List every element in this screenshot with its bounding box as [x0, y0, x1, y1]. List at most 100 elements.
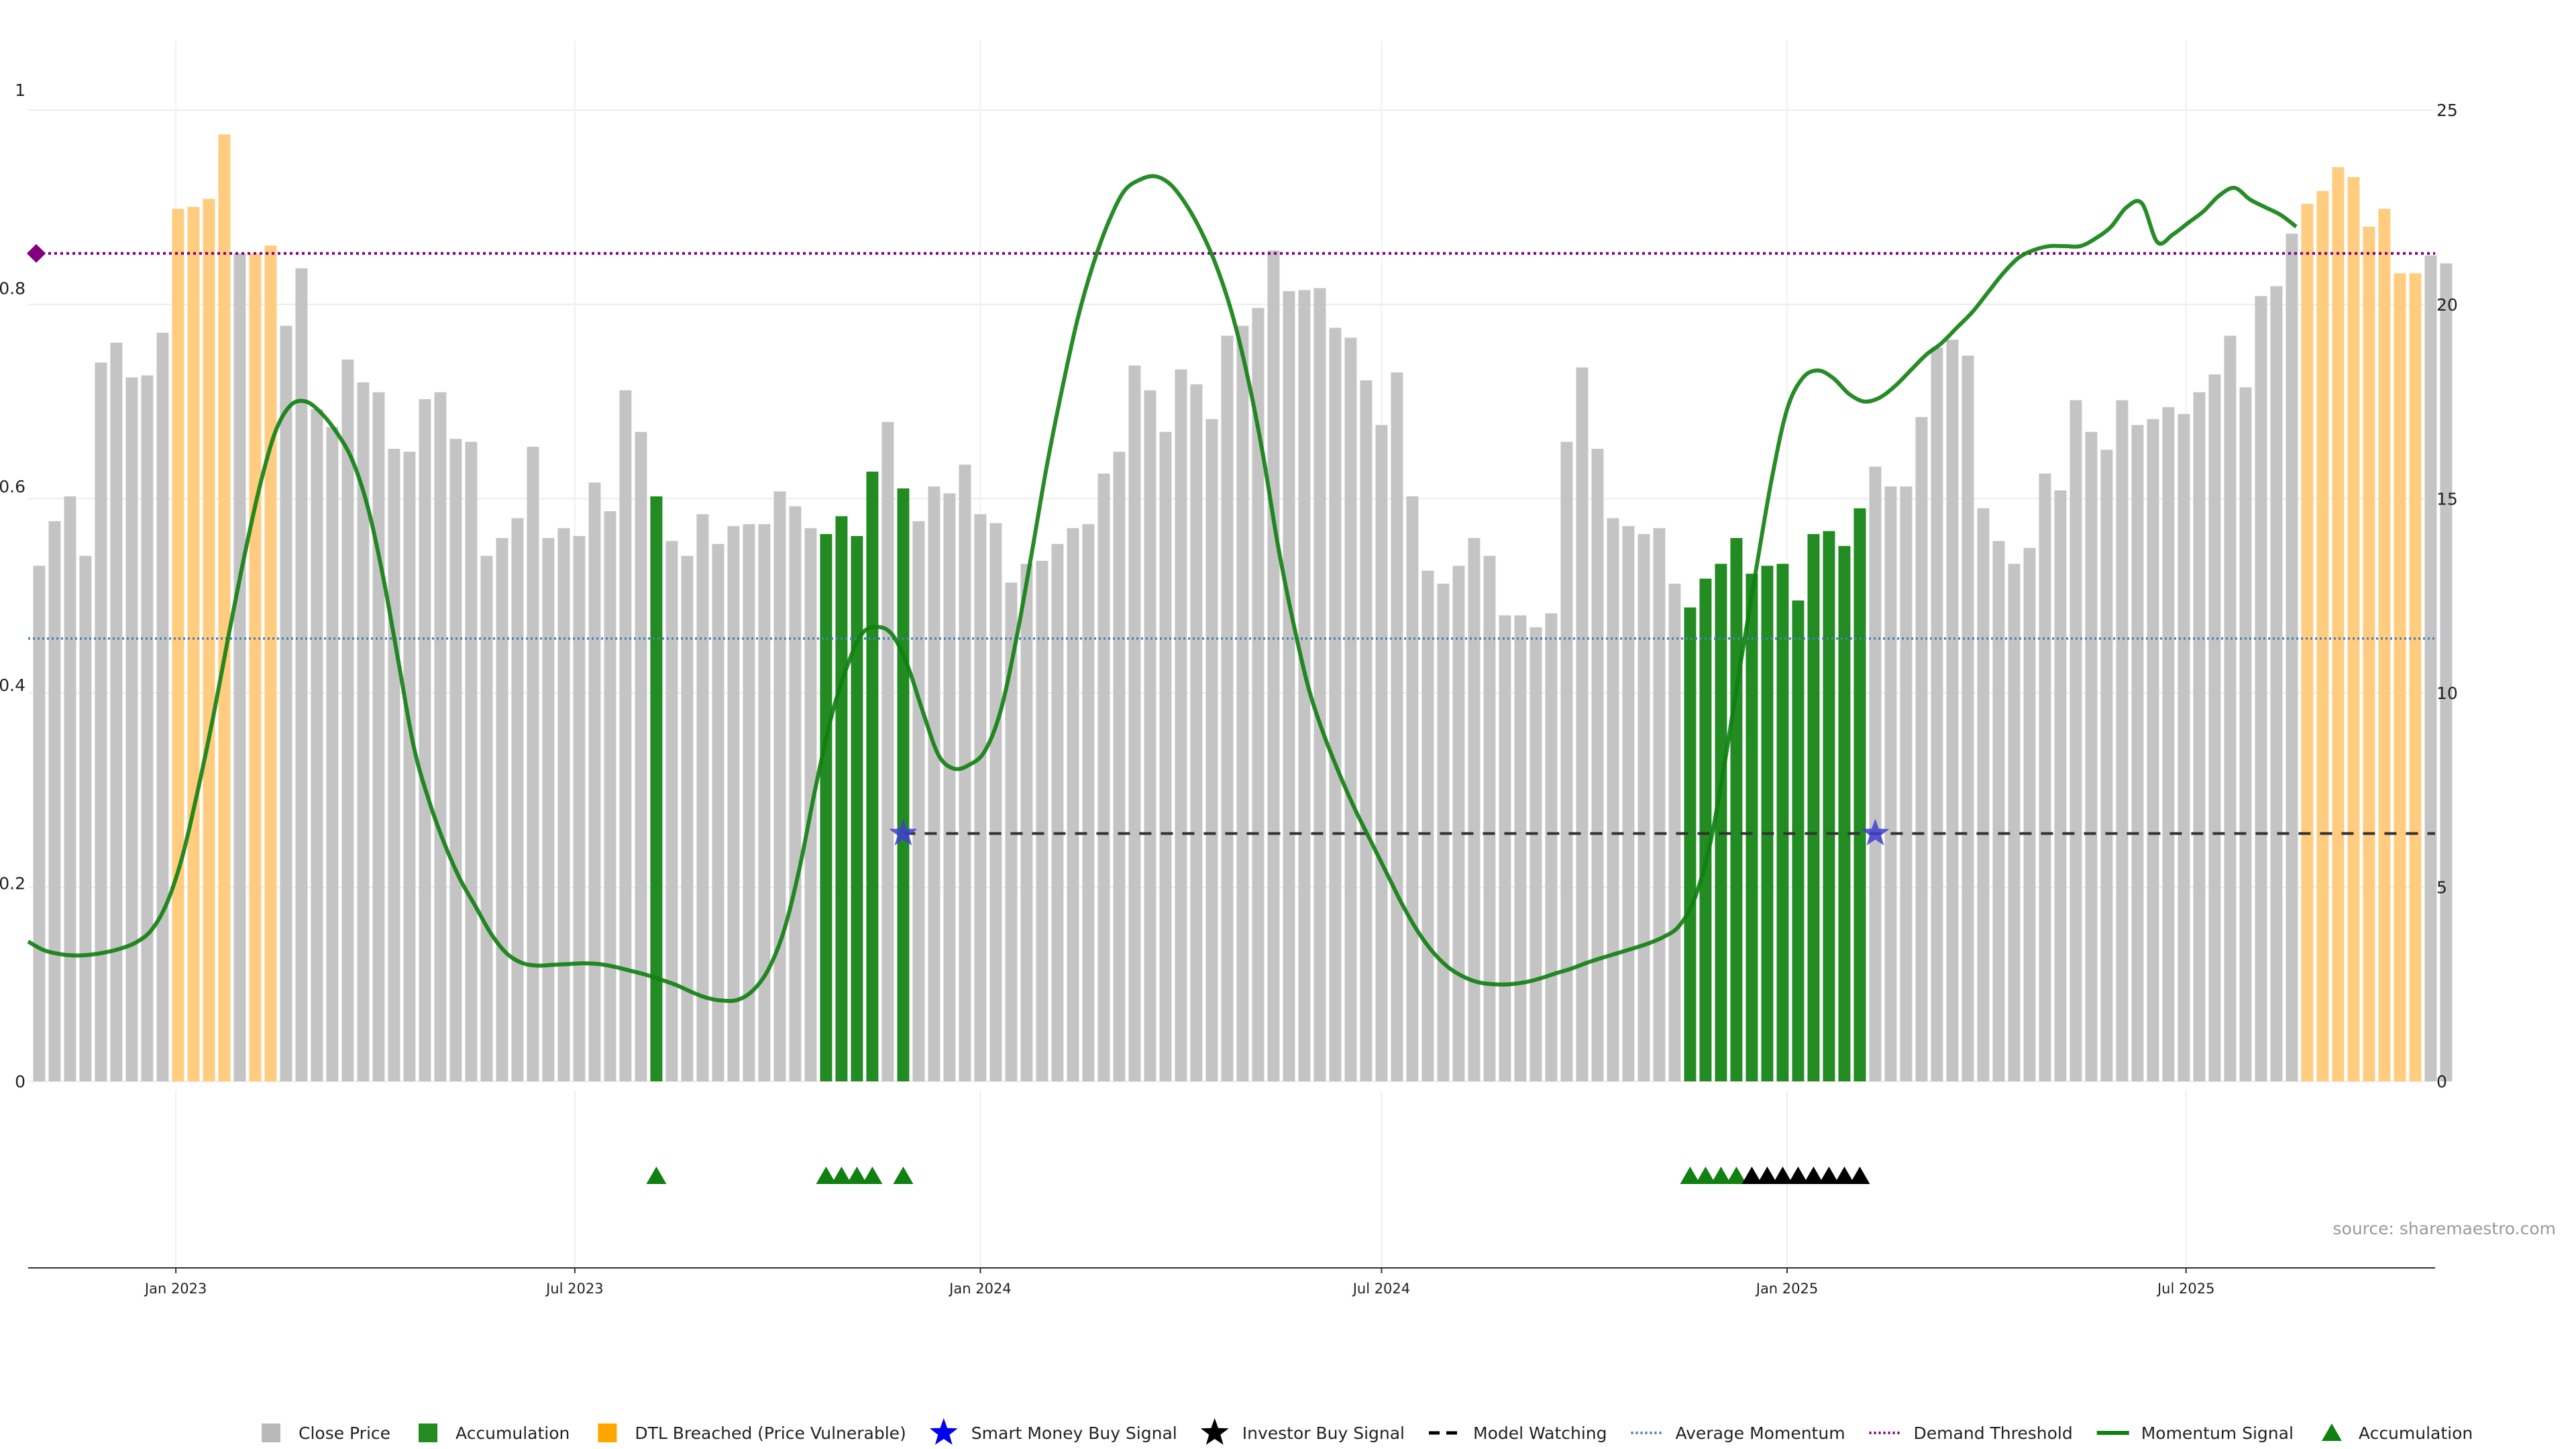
signal-markers — [889, 818, 1890, 846]
close-price-bar — [1931, 347, 1943, 1082]
close-price-bar — [727, 526, 740, 1081]
dtl-breached-bar — [2363, 226, 2375, 1082]
close-price-bar — [1421, 570, 1434, 1081]
close-price-bar — [64, 496, 76, 1081]
legend-label: Demand Threshold — [1914, 1424, 2073, 1443]
close-price-bar — [1483, 555, 1496, 1081]
close-price-bar — [372, 392, 385, 1081]
close-price-bar — [2131, 425, 2144, 1081]
close-price-bar — [1668, 583, 1681, 1081]
investor-buy-triangle — [1803, 1167, 1824, 1184]
investor-buy-triangle — [1757, 1167, 1778, 1184]
investor-buy-triangle — [1788, 1167, 1809, 1184]
legend-item: Close Price — [262, 1424, 390, 1443]
close-price-bar — [403, 451, 416, 1081]
accumulation-triangle — [1680, 1167, 1701, 1184]
close-price-bar — [1375, 425, 1388, 1081]
close-price-bar — [110, 342, 123, 1081]
close-price-bar — [1082, 524, 1095, 1081]
accumulation-bar — [1730, 538, 1743, 1081]
close-price-bar — [2178, 414, 2190, 1081]
accumulation-bar — [650, 496, 663, 1081]
legend-swatch — [419, 1424, 438, 1442]
accumulation-bar — [835, 516, 848, 1081]
accumulation-bar — [851, 536, 863, 1081]
close-price-bar — [1051, 543, 1064, 1081]
close-price-bar — [2193, 392, 2206, 1081]
accumulation-triangle — [831, 1167, 852, 1184]
close-price-bar — [974, 514, 987, 1081]
investor-buy-triangle — [1849, 1167, 1870, 1184]
close-price-bar — [1329, 327, 1342, 1082]
accumulation-bar — [1684, 607, 1697, 1081]
close-price-bar — [1391, 372, 1403, 1082]
close-price-bar — [743, 524, 755, 1081]
close-price-bar — [1128, 365, 1141, 1082]
legend-label: Average Momentum — [1676, 1424, 1845, 1443]
accumulation-bar — [1746, 574, 1758, 1081]
left-axis-tick-label: 0.4 — [0, 676, 25, 695]
close-price-bar — [2286, 233, 2298, 1082]
close-price-bar — [1175, 369, 1187, 1082]
close-price-bar — [480, 555, 493, 1081]
close-price-bar — [1267, 250, 1280, 1081]
close-price-bar — [527, 447, 539, 1081]
legend-item: DTL Breached (Price Vulnerable) — [598, 1424, 906, 1443]
close-price-bar — [1452, 566, 1465, 1081]
legend-label: Momentum Signal — [2141, 1424, 2294, 1443]
close-price-bar — [388, 448, 400, 1081]
close-price-bar — [696, 514, 709, 1081]
accumulation-bar — [897, 488, 910, 1081]
close-price-bar — [943, 493, 956, 1081]
close-price-bar — [1884, 486, 1897, 1081]
investor-buy-triangle — [1819, 1167, 1839, 1184]
momentum-signal-line — [27, 174, 2298, 1004]
legend-item: Accumulation — [2321, 1424, 2473, 1443]
right-axis-tick-label: 20 — [2436, 295, 2458, 315]
close-price-bar — [326, 427, 339, 1081]
dtl-breached-bar — [172, 209, 184, 1082]
investor-buy-triangle — [1834, 1167, 1855, 1184]
close-price-bar — [1190, 384, 1203, 1081]
close-price-bar — [341, 359, 354, 1081]
dtl-breached-bar — [2409, 273, 2422, 1081]
close-price-bar — [511, 518, 524, 1081]
close-price-bar — [79, 555, 92, 1081]
close-price-bar — [635, 431, 647, 1081]
close-price-bar — [2239, 387, 2252, 1082]
close-price-bar — [2208, 374, 2221, 1081]
x-axis: Jan 2023 Jul 2023 Jan 2024 Jul 2024 Jan 2025… — [28, 1267, 2435, 1297]
close-price-bar — [449, 439, 462, 1081]
x-axis-tick-label: Jan 2024 — [948, 1281, 1012, 1297]
dtl-breached-bar — [187, 207, 200, 1081]
momentum-signal-path — [27, 174, 2298, 1004]
legend-label: Close Price — [299, 1424, 390, 1443]
close-price-bar — [1144, 390, 1157, 1082]
close-price-bar — [1653, 528, 1666, 1081]
source-note: source: sharemaestro.com — [2333, 1219, 2557, 1238]
accumulation-bar — [1699, 578, 1712, 1081]
dtl-breached-bar — [2316, 191, 2329, 1082]
close-price-bar — [1344, 337, 1357, 1081]
close-price-bar — [434, 392, 447, 1081]
close-price-bar — [1097, 473, 1110, 1081]
close-price-bar — [1560, 441, 1573, 1081]
close-price-bar — [1298, 290, 1311, 1082]
close-price-bar — [156, 333, 169, 1081]
close-price-bar — [496, 538, 508, 1081]
right-axis-tick-label: 5 — [2436, 877, 2447, 897]
accumulation-bar — [1807, 534, 1820, 1081]
accumulation-bar — [866, 471, 879, 1081]
signal-panel — [646, 1167, 1870, 1184]
close-price-bar — [789, 506, 802, 1081]
left-axis-tick-label: 0 — [15, 1072, 25, 1091]
dtl-breached-bar — [2332, 167, 2345, 1082]
dtl-breached-bar — [218, 134, 231, 1081]
left-axis-tick-label: 1 — [15, 80, 25, 100]
close-price-bar — [2116, 400, 2129, 1081]
close-price-bar — [928, 486, 941, 1081]
close-price-bar — [959, 464, 971, 1081]
reference-lines — [27, 244, 2435, 835]
close-price-bar — [295, 268, 308, 1081]
accumulation-triangle — [862, 1167, 883, 1184]
